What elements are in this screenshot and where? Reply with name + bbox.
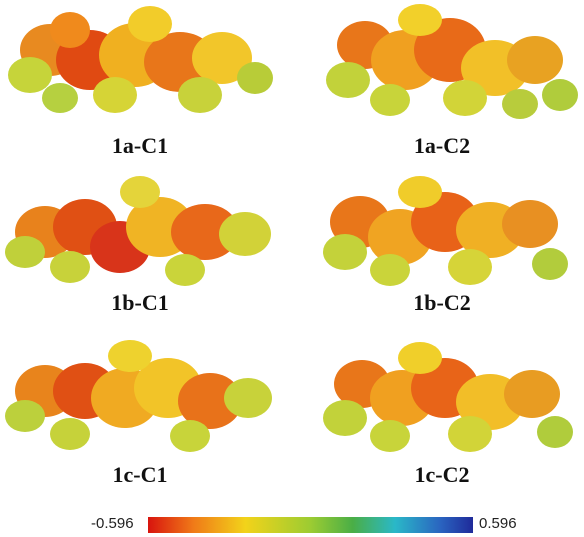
panel-1c-c1: 1c-C1 bbox=[0, 336, 280, 506]
color-scale: -0.596 0.596 bbox=[0, 512, 584, 536]
panel-label: 1b-C2 bbox=[413, 290, 471, 315]
molecule-esp-surface bbox=[326, 4, 578, 119]
panel-label: 1c-C1 bbox=[112, 462, 168, 487]
panel-1a-c2: 1a-C2 bbox=[300, 0, 584, 170]
panel-label: 1a-C2 bbox=[413, 133, 471, 158]
molecule-esp-surface bbox=[323, 342, 573, 452]
panel-label: 1a-C1 bbox=[111, 133, 169, 158]
panel-label: 1b-C1 bbox=[111, 290, 169, 315]
panel-1a-c1: 1a-C1 bbox=[0, 0, 280, 170]
color-gradient-bar bbox=[148, 517, 473, 533]
panel-1c-c2: 1c-C2 bbox=[300, 336, 584, 506]
panel-1b-c2: 1b-C2 bbox=[300, 172, 584, 342]
molecule-esp-surface bbox=[323, 176, 568, 286]
molecule-esp-surface bbox=[5, 340, 272, 452]
molecule-esp-surface bbox=[8, 6, 273, 113]
molecule-esp-surface bbox=[5, 176, 271, 286]
panel-label: 1c-C2 bbox=[414, 462, 470, 487]
panel-1b-c1: 1b-C1 bbox=[0, 172, 280, 342]
scale-min-label: -0.596 bbox=[91, 515, 134, 532]
scale-max-label: 0.596 bbox=[479, 515, 517, 532]
